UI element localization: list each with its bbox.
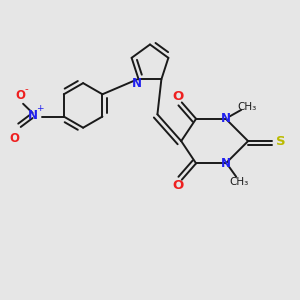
Text: O: O (10, 132, 20, 145)
Text: O: O (172, 179, 184, 192)
Text: CH₃: CH₃ (238, 102, 257, 112)
Text: CH₃: CH₃ (230, 177, 249, 187)
Text: O: O (15, 89, 25, 102)
Text: N: N (132, 76, 142, 89)
Text: S: S (276, 135, 286, 148)
Text: O: O (172, 90, 184, 103)
Text: N: N (221, 112, 231, 125)
Text: N: N (28, 109, 38, 122)
Text: +: + (36, 104, 44, 113)
Text: N: N (221, 157, 231, 170)
Text: -: - (24, 84, 28, 94)
